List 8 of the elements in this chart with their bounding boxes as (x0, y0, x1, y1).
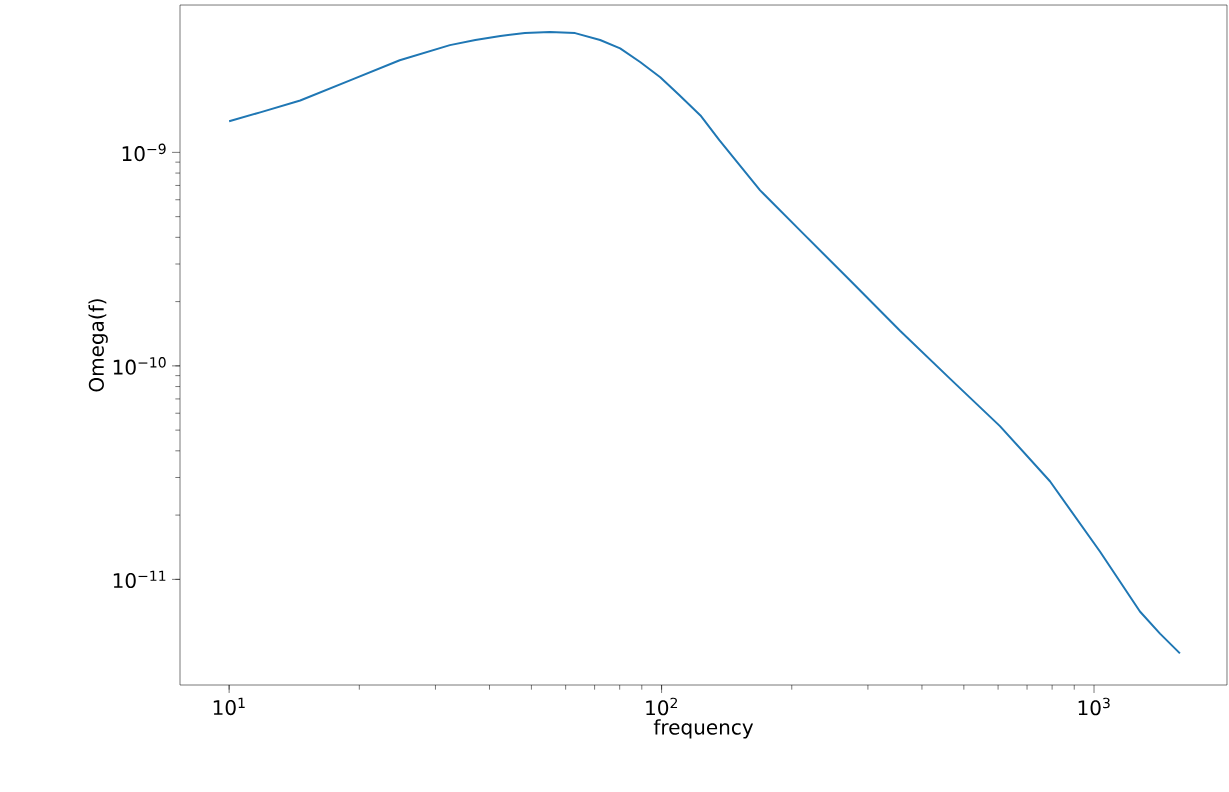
x-axis-title: frequency (653, 719, 754, 739)
y-tick-label: 10$^{−9}$ (122, 143, 166, 162)
x-tick-label: 10$^{3}$ (1078, 697, 1110, 716)
y-tick-label: 10$^{−10}$ (113, 357, 166, 375)
x-tick-label: 10$^{1}$ (213, 697, 245, 716)
y-axis-title: Omega(f) (88, 299, 108, 392)
y-tick-label: 10$^{−11}$ (113, 570, 166, 589)
x-tick-label: 10$^{2}$ (646, 697, 678, 716)
